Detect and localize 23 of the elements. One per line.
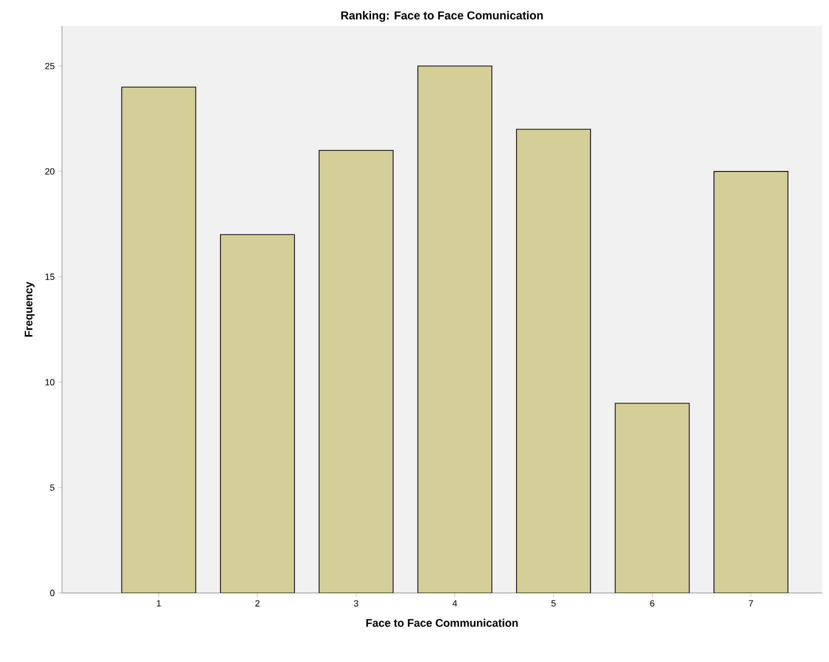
y-axis-title: Frequency (24, 282, 35, 337)
x-tick-label: 7 (748, 600, 753, 606)
y-tick-label: 10 (45, 379, 54, 386)
x-axis-title: Face to Face Communication (366, 618, 518, 627)
bar (318, 150, 394, 593)
bar (614, 402, 690, 593)
x-tick-label: 1 (156, 600, 161, 606)
y-tick-label: 5 (50, 484, 54, 491)
bar (121, 86, 196, 593)
x-tick-label: 3 (354, 600, 358, 607)
bar (417, 66, 492, 593)
x-tick-label: 2 (255, 600, 260, 606)
y-tick-label: 20 (45, 168, 54, 175)
y-tick-label: 25 (45, 62, 54, 70)
bar (220, 234, 295, 593)
chart-title: Ranking: Face to Face Comunication (341, 11, 543, 22)
x-tick-label: 4 (452, 600, 458, 606)
bar (516, 128, 591, 593)
bar (714, 171, 788, 593)
x-tick-label: 5 (551, 600, 556, 606)
y-tick-label: 15 (45, 274, 54, 280)
x-tick-label: 6 (650, 600, 654, 607)
y-tick-label: 0 (50, 590, 54, 596)
